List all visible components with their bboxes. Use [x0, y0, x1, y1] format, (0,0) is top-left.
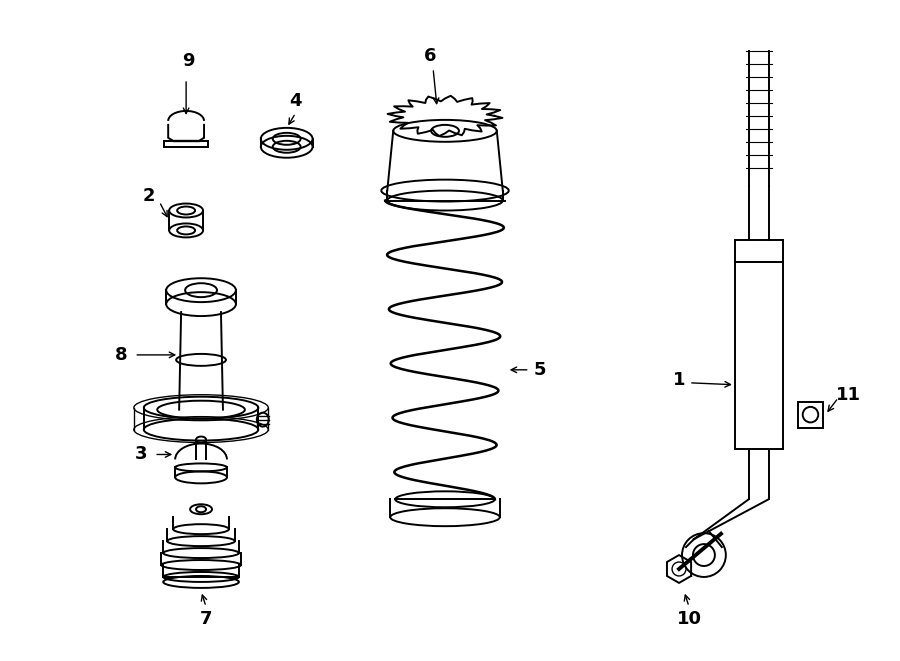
Text: 10: 10: [677, 610, 701, 628]
Text: 3: 3: [135, 446, 148, 463]
Text: 6: 6: [424, 47, 436, 65]
Text: 7: 7: [200, 610, 212, 628]
Text: 5: 5: [534, 361, 546, 379]
Text: 9: 9: [182, 52, 194, 70]
Text: 4: 4: [290, 92, 302, 110]
Text: 11: 11: [836, 386, 860, 404]
Text: 8: 8: [115, 346, 128, 364]
Text: 2: 2: [143, 186, 156, 204]
Text: 1: 1: [673, 371, 685, 389]
